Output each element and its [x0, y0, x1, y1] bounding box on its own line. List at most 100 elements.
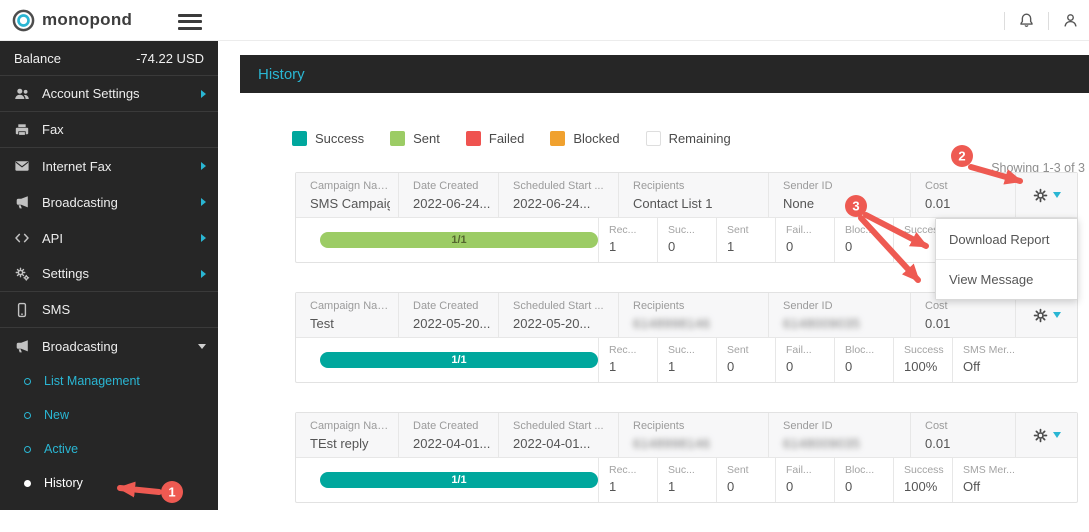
stat-label: Fail...	[786, 224, 812, 236]
chevron-down-icon	[1053, 192, 1061, 198]
field-date-created: Date Created 2022-06-24...	[398, 173, 498, 217]
sidebar: Balance -74.22 USD Account Settings Fax In…	[0, 41, 218, 510]
chevron-right-icon	[201, 198, 206, 206]
stat-label: Success ...	[904, 464, 946, 476]
sidebar-item-label: SMS	[42, 302, 71, 317]
field-date-created: Date Created 2022-05-20...	[398, 293, 498, 337]
bullet-icon	[24, 377, 31, 385]
sidebar-subitem-list-management[interactable]: List Management	[0, 364, 218, 398]
stat-value: 0	[845, 359, 853, 374]
sidebar-item-broadcasting[interactable]: Broadcasting	[0, 184, 218, 220]
row-actions-button[interactable]	[1015, 173, 1077, 217]
bullet-icon	[24, 445, 31, 453]
field-date-created: Date Created 2022-04-01...	[398, 413, 498, 457]
field-value: 6148009035	[783, 436, 861, 451]
menu-item-view-message[interactable]: View Message	[936, 259, 1077, 299]
stat-label: Rec...	[609, 224, 637, 236]
sidebar-item-account-settings[interactable]: Account Settings	[0, 76, 218, 112]
sidebar-item-settings[interactable]: Settings	[0, 256, 218, 292]
field-label: Scheduled Start ...	[513, 420, 604, 432]
field-campaign-name: Campaign Name TEst reply	[296, 413, 398, 457]
stat-bloc: Bloc... 0	[834, 338, 893, 382]
stat-fail: Fail... 0	[775, 338, 834, 382]
user-profile-icon[interactable]	[1062, 12, 1079, 29]
sidebar-nav: Account Settings Fax Internet Fax Broadcast…	[0, 76, 218, 500]
field-value: SMS Campaig...	[310, 196, 390, 211]
chevron-right-icon	[201, 89, 206, 98]
field-scheduled-start: Scheduled Start ... 2022-06-24...	[498, 173, 618, 217]
field-value: 2022-05-20...	[413, 316, 490, 331]
stat-value: 0	[668, 239, 676, 254]
legend-swatch-icon	[645, 131, 661, 146]
sidebar-item-label: Broadcasting	[42, 194, 118, 210]
page-header: History	[240, 55, 1089, 93]
chevron-down-icon	[1053, 432, 1061, 438]
stat-value: 0	[727, 359, 735, 374]
stat-label: Sent	[727, 464, 749, 476]
progress-bar: 1/1	[320, 232, 598, 248]
legend-failed: Failed	[465, 131, 524, 146]
sidebar-item-sms[interactable]: SMS	[0, 292, 218, 328]
stat-label: Bloc...	[845, 464, 875, 476]
sidebar-subitem-active[interactable]: Active	[0, 432, 218, 466]
menu-item-download-report[interactable]: Download Report	[936, 219, 1077, 259]
stat-sent: Sent 0	[716, 458, 775, 502]
sidebar-item-fax[interactable]: Fax	[0, 112, 218, 148]
brand-logo[interactable]: monopond	[0, 9, 132, 32]
legend-swatch-icon	[550, 131, 566, 146]
stat-value: 1	[609, 479, 617, 494]
sidebar-item-internet-fax[interactable]: Internet Fax	[0, 148, 218, 184]
field-cost: Cost 0.01	[910, 173, 1015, 217]
field-recipients: Recipients 6148998146	[618, 413, 768, 457]
sidebar-item-label: Fax	[42, 122, 64, 137]
field-label: Campaign Name	[310, 180, 390, 192]
sidebar-item-sms-broadcasting[interactable]: Broadcasting	[0, 328, 218, 364]
users-icon	[14, 86, 30, 102]
stat-value: Off	[963, 359, 981, 374]
stat-label: Fail...	[786, 344, 812, 356]
balance-label: Balance	[14, 50, 61, 66]
stat-label: Bloc...	[845, 344, 875, 356]
bullet-icon	[24, 411, 31, 419]
legend-label: Remaining	[668, 131, 731, 146]
stat-value: 0	[786, 239, 794, 254]
field-value: Contact List 1	[633, 196, 713, 211]
field-value: None	[783, 196, 815, 211]
page-title: History	[258, 65, 305, 83]
chevron-right-icon	[201, 162, 206, 170]
stat-value: 0	[786, 479, 794, 494]
legend-remaining: Remaining	[645, 131, 731, 146]
sidebar-item-api[interactable]: API	[0, 220, 218, 256]
field-value: 6148998146	[633, 316, 711, 331]
field-sender-id: Sender ID None	[768, 173, 910, 217]
notifications-bell-icon[interactable]	[1018, 12, 1035, 29]
field-value: 2022-04-01...	[413, 436, 490, 451]
legend-swatch-icon	[465, 131, 481, 146]
row-actions-button[interactable]	[1015, 413, 1077, 457]
stat-bloc: Bloc... 0	[834, 458, 893, 502]
field-label: Cost	[925, 180, 948, 192]
code-icon	[14, 230, 30, 246]
stat-rec: Rec... 1	[598, 338, 657, 382]
stat-label: Suc...	[668, 224, 695, 236]
chevron-down-icon	[198, 343, 206, 349]
sidebar-subitem-new[interactable]: New	[0, 398, 218, 432]
sidebar-subitem-history[interactable]: History	[0, 466, 218, 500]
field-label: Recipients	[633, 300, 685, 312]
field-sender-id: Sender ID 6148009035	[768, 413, 910, 457]
progress-bar: 1/1	[320, 352, 598, 368]
field-label: Sender ID	[783, 420, 833, 432]
field-label: Sender ID	[783, 180, 833, 192]
balance-value: -74.22 USD	[136, 50, 204, 66]
sidebar-subitem-label: List Management	[44, 374, 140, 388]
megaphone-icon	[14, 338, 30, 354]
field-cost: Cost 0.01	[910, 293, 1015, 337]
row-actions-button[interactable]	[1015, 293, 1077, 337]
sidebar-item-label: Broadcasting	[42, 338, 118, 354]
sidebar-toggle-icon[interactable]	[178, 11, 202, 33]
field-value: 0.01	[925, 436, 951, 451]
stat-label: Success ...	[904, 344, 946, 356]
legend-label: Sent	[413, 131, 440, 146]
stat-bloc: Bloc... 0	[834, 218, 893, 262]
field-label: Recipients	[633, 180, 685, 192]
